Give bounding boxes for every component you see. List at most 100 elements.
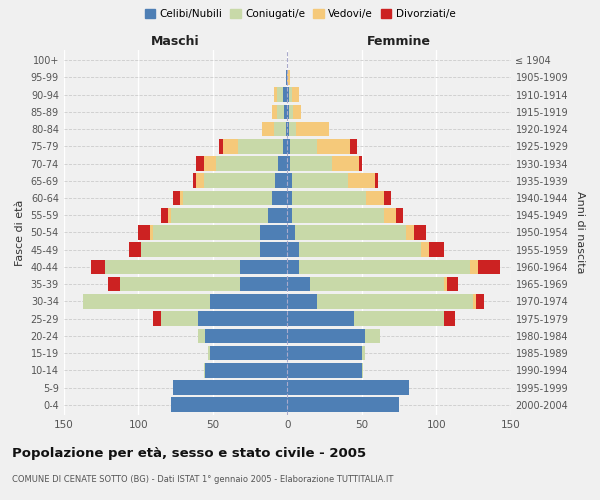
Bar — [183, 190, 272, 206]
Bar — [287, 260, 299, 274]
Bar — [293, 104, 301, 119]
Bar — [287, 70, 290, 84]
Bar — [299, 260, 470, 274]
Bar — [289, 104, 293, 119]
Bar — [277, 88, 283, 102]
Bar — [210, 346, 287, 360]
Bar — [208, 346, 210, 360]
Bar — [193, 174, 196, 188]
Bar — [396, 208, 403, 222]
Bar — [198, 312, 287, 326]
Bar — [287, 122, 289, 136]
Bar — [476, 294, 484, 308]
Bar — [150, 225, 153, 240]
Bar — [268, 208, 287, 222]
Bar — [106, 260, 239, 274]
Bar — [375, 174, 378, 188]
Bar — [287, 174, 292, 188]
Bar — [362, 363, 363, 378]
Bar — [350, 139, 357, 154]
Bar — [218, 139, 223, 154]
Bar — [171, 208, 268, 222]
Bar — [91, 260, 106, 274]
Bar — [296, 122, 329, 136]
Bar — [239, 277, 287, 291]
Bar — [292, 208, 384, 222]
Bar — [216, 156, 278, 171]
Bar — [446, 277, 458, 291]
Text: Popolazione per età, sesso e stato civile - 2005: Popolazione per età, sesso e stato civil… — [12, 448, 366, 460]
Bar — [287, 363, 362, 378]
Bar — [287, 277, 310, 291]
Bar — [196, 156, 204, 171]
Bar — [274, 88, 277, 102]
Bar — [198, 328, 205, 343]
Bar — [196, 174, 204, 188]
Bar — [287, 225, 295, 240]
Bar — [272, 190, 287, 206]
Bar — [204, 156, 216, 171]
Bar — [173, 380, 287, 395]
Bar — [260, 242, 287, 257]
Bar — [354, 312, 443, 326]
Bar — [121, 277, 239, 291]
Y-axis label: Anni di nascita: Anni di nascita — [575, 191, 585, 274]
Bar — [287, 328, 365, 343]
Bar — [109, 277, 121, 291]
Bar — [292, 190, 366, 206]
Bar — [289, 122, 296, 136]
Bar — [223, 139, 238, 154]
Bar — [284, 104, 287, 119]
Bar — [299, 242, 421, 257]
Bar — [274, 122, 286, 136]
Bar — [287, 156, 290, 171]
Bar — [204, 363, 205, 378]
Bar — [348, 174, 375, 188]
Bar — [295, 225, 406, 240]
Bar — [171, 398, 287, 412]
Bar — [287, 104, 289, 119]
Bar — [359, 156, 362, 171]
Bar — [153, 312, 161, 326]
Bar — [275, 174, 287, 188]
Bar — [161, 208, 168, 222]
Bar — [310, 277, 443, 291]
Text: Maschi: Maschi — [151, 35, 200, 48]
Bar — [153, 225, 260, 240]
Text: COMUNE DI CENATE SOTTO (BG) - Dati ISTAT 1° gennaio 2005 - Elaborazione TUTTITAL: COMUNE DI CENATE SOTTO (BG) - Dati ISTAT… — [12, 476, 394, 484]
Legend: Celibi/Nubili, Coniugati/e, Vedovi/e, Divorziati/e: Celibi/Nubili, Coniugati/e, Vedovi/e, Di… — [140, 5, 460, 24]
Bar — [287, 294, 317, 308]
Bar — [283, 139, 287, 154]
Bar — [414, 225, 426, 240]
Bar — [83, 294, 210, 308]
Bar — [332, 156, 359, 171]
Bar — [141, 242, 260, 257]
Bar — [287, 242, 299, 257]
Bar — [443, 277, 446, 291]
Bar — [286, 122, 287, 136]
Bar — [317, 294, 473, 308]
Bar — [168, 208, 171, 222]
Bar — [204, 174, 275, 188]
Bar — [205, 328, 287, 343]
Bar — [130, 242, 141, 257]
Bar — [470, 260, 478, 274]
Bar — [272, 104, 277, 119]
Bar — [239, 260, 287, 274]
Bar — [317, 139, 350, 154]
Bar — [161, 312, 198, 326]
Bar — [365, 328, 380, 343]
Bar — [292, 88, 299, 102]
Bar — [238, 139, 283, 154]
Bar — [289, 88, 292, 102]
Bar — [287, 88, 289, 102]
Bar — [205, 363, 287, 378]
Bar — [283, 88, 287, 102]
Bar — [210, 294, 287, 308]
Bar — [421, 242, 428, 257]
Bar — [173, 190, 180, 206]
Bar — [384, 190, 391, 206]
Bar — [287, 312, 354, 326]
Bar — [287, 208, 292, 222]
Bar — [278, 156, 287, 171]
